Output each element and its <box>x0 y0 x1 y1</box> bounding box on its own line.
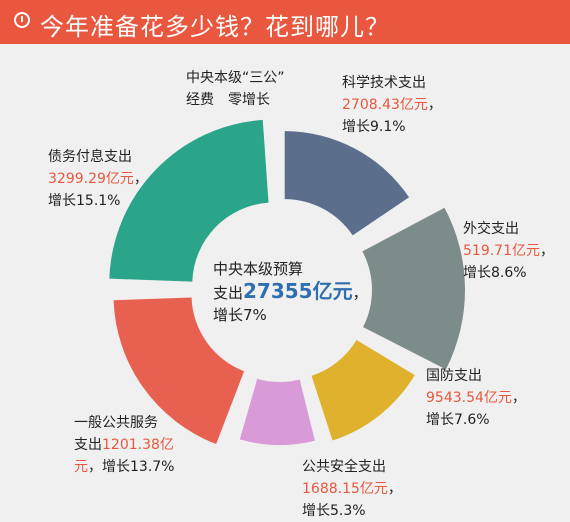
label-sangong: 中央本级“三公” 经费 零增长 <box>186 67 285 111</box>
guofang-growth: 增长7.6% <box>426 412 490 428</box>
header-banner: 今年准备花多少钱？花到哪儿？ <box>0 0 570 44</box>
keji-name: 科学技术支出 <box>342 75 426 91</box>
zhaiwu-sep: ， <box>133 171 148 187</box>
donut-segment-5 <box>113 297 245 445</box>
waijiao-value: 519.71亿元 <box>463 243 540 259</box>
yiban-unit: 元 <box>74 459 88 475</box>
keji-value: 2708.43亿元 <box>342 97 428 113</box>
center-line3: 增长7% <box>213 306 267 324</box>
label-zhaiwu: 债务付息支出 3299.29亿元， 增长15.1% <box>48 146 148 212</box>
donut-segment-3 <box>311 340 415 441</box>
gonggong-value: 1688.15亿元 <box>302 481 388 497</box>
waijiao-growth: 增长8.6% <box>463 265 527 281</box>
label-guofang: 国防支出 9543.54亿元， 增长7.6% <box>426 365 526 431</box>
page-title: 今年准备花多少钱？花到哪儿？ <box>40 13 390 41</box>
donut-segment-6 <box>109 119 269 282</box>
gonggong-growth: 增长5.3% <box>302 503 366 519</box>
sangong-line1: 中央本级“三公” <box>186 70 285 86</box>
keji-growth: 增长9.1% <box>342 119 406 135</box>
keji-sep: ， <box>427 97 442 113</box>
center-prefix: 支出 <box>213 284 244 302</box>
center-suffix: ， <box>352 284 368 302</box>
zhaiwu-value: 3299.29亿元 <box>48 171 134 187</box>
label-yiban: 一般公共服务 支出1201.38亿 元，增长13.7% <box>74 412 174 478</box>
center-value: 27355亿元 <box>243 279 353 303</box>
donut-segment-2 <box>362 207 465 370</box>
zhaiwu-growth: 增长15.1% <box>48 193 121 209</box>
waijiao-sep: ， <box>540 243 554 259</box>
guofang-name: 国防支出 <box>426 368 482 384</box>
yiban-growth: 增长13.7% <box>102 459 175 475</box>
info-icon <box>14 12 30 28</box>
label-gonggong: 公共安全支出 1688.15亿元， 增长5.3% <box>302 456 402 522</box>
guofang-value: 9543.54亿元 <box>426 390 512 406</box>
yiban-prefix: 支出 <box>74 437 102 453</box>
yiban-value: 1201.38亿 <box>102 437 174 453</box>
waijiao-name: 外交支出 <box>463 221 519 237</box>
yiban-sep: ， <box>88 459 102 475</box>
donut-segment-4 <box>239 378 315 445</box>
donut-segment-1 <box>284 131 410 236</box>
center-label: 中央本级预算 支出27355亿元， 增长7% <box>213 258 368 326</box>
label-keji: 科学技术支出 2708.43亿元， 增长9.1% <box>342 72 442 138</box>
center-line1: 中央本级预算 <box>213 260 304 278</box>
gonggong-sep: ， <box>387 481 402 497</box>
label-waijiao: 外交支出 519.71亿元， 增长8.6% <box>463 218 554 284</box>
gonggong-name: 公共安全支出 <box>302 459 386 475</box>
guofang-sep: ， <box>511 390 526 406</box>
sangong-line2: 经费 零增长 <box>186 92 270 108</box>
zhaiwu-name: 债务付息支出 <box>48 149 132 165</box>
yiban-line1: 一般公共服务 <box>74 415 158 431</box>
